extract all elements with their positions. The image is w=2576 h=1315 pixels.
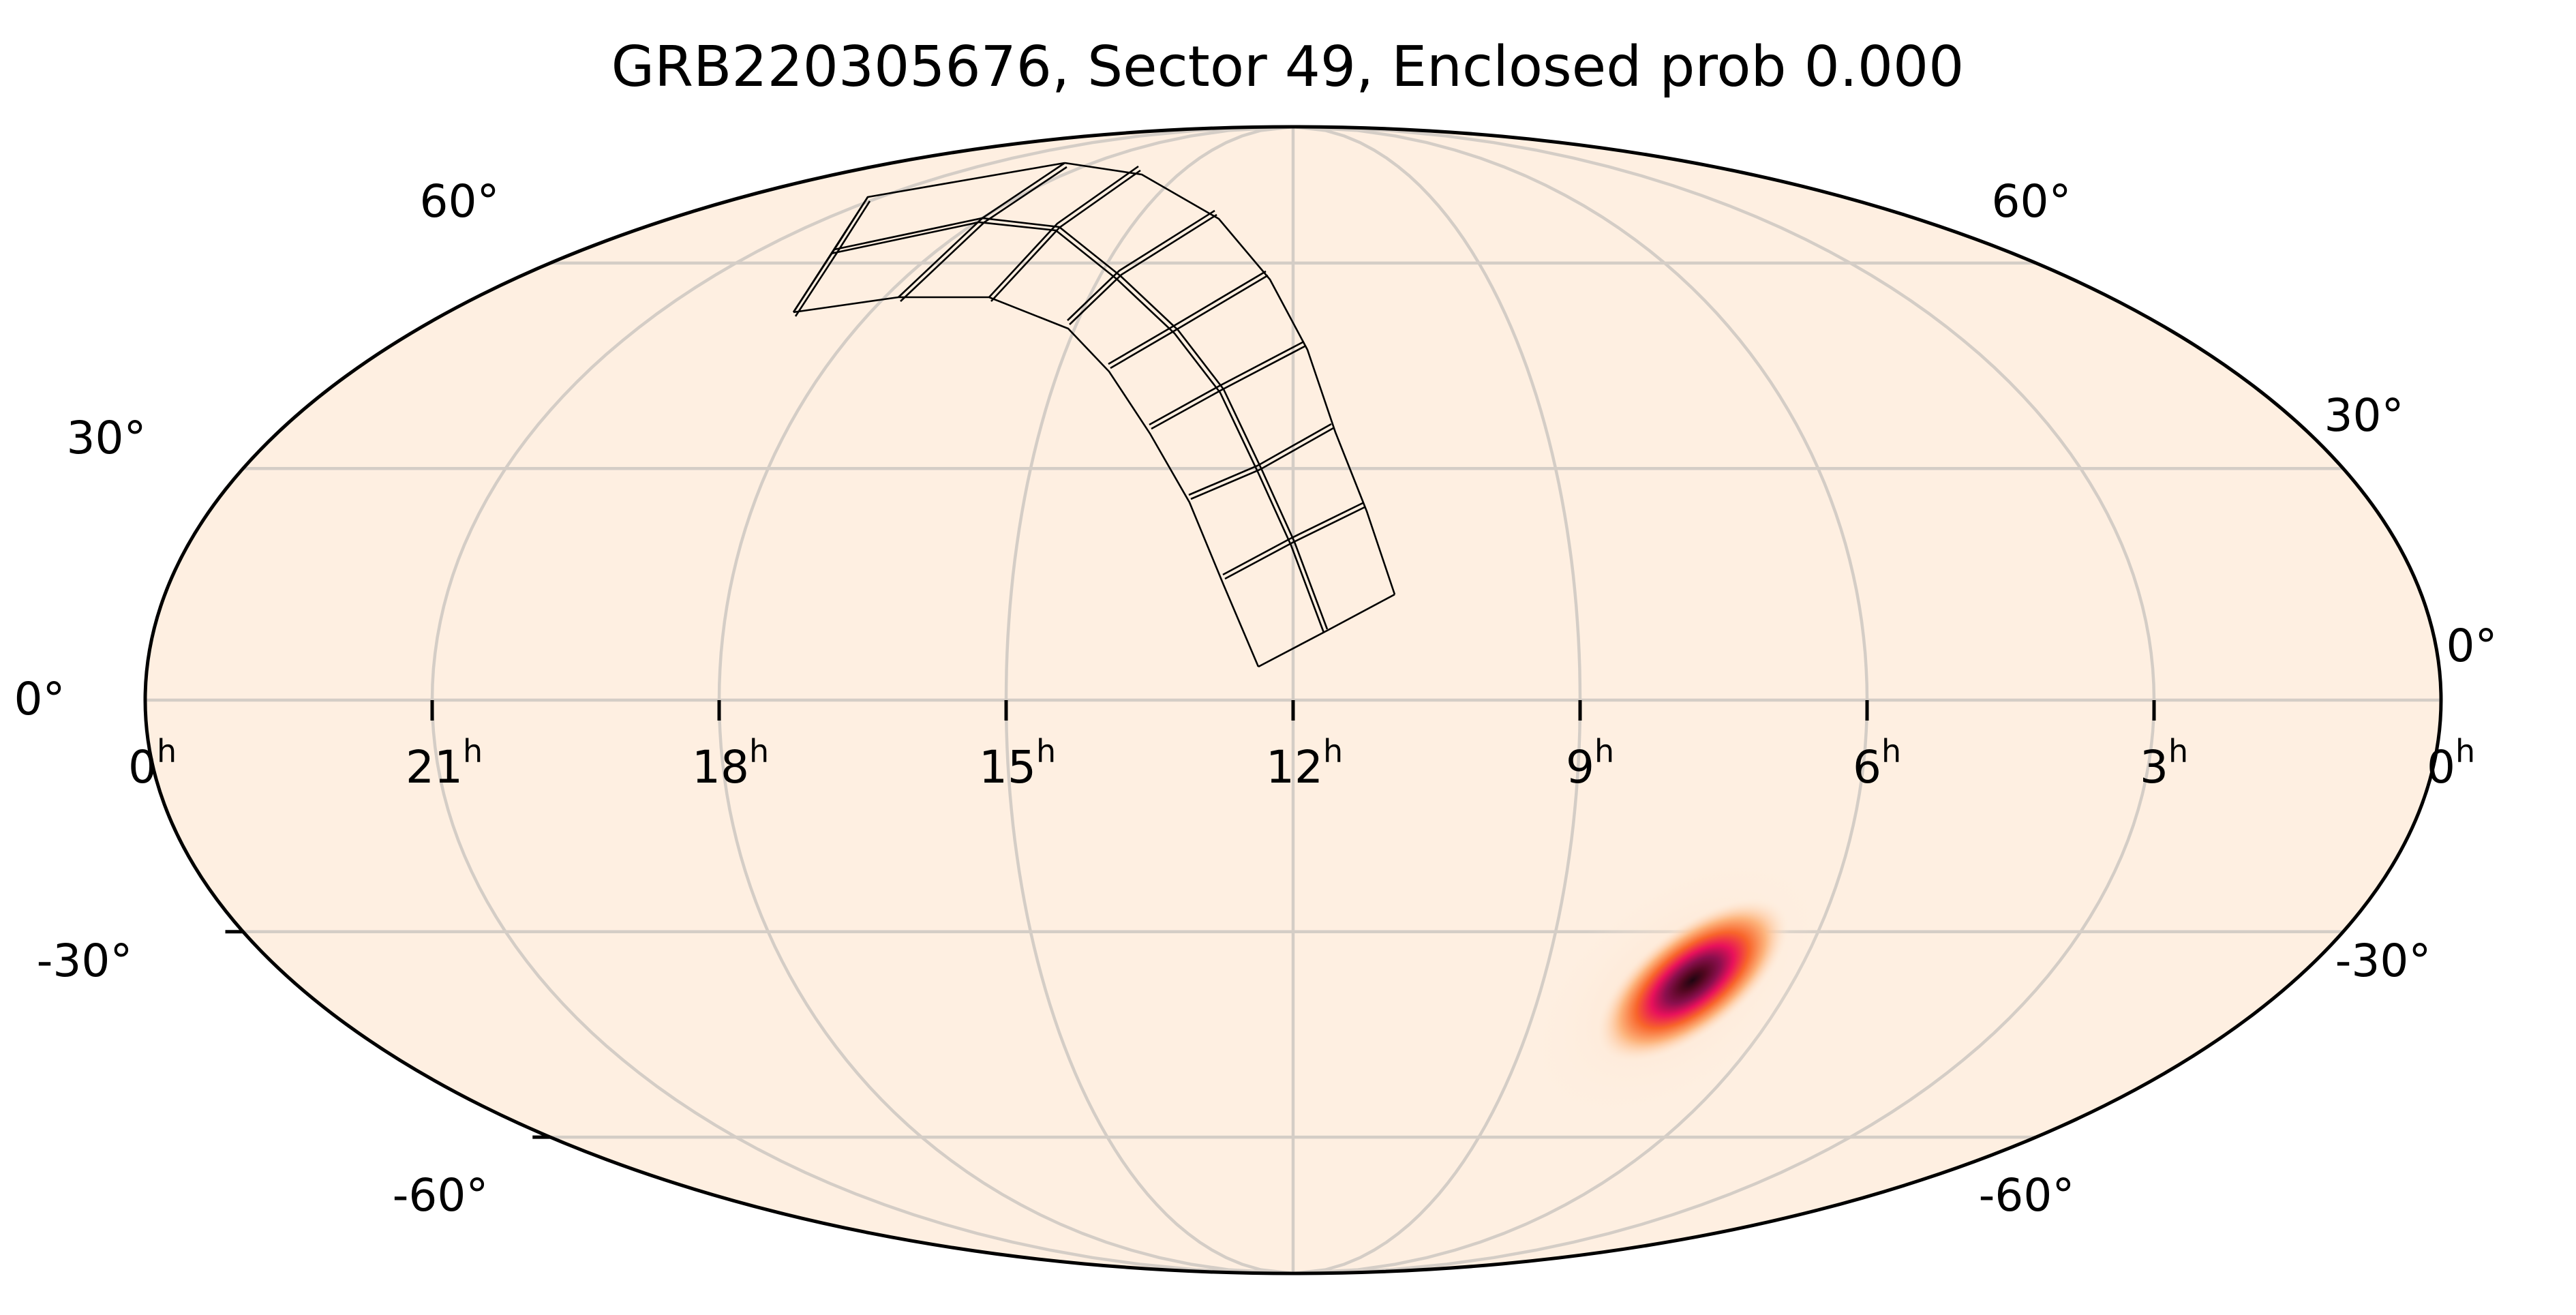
footprint-ccd-boundary xyxy=(1188,423,1332,496)
ra-label: 3h xyxy=(2140,733,2188,793)
ra-label-unit: h xyxy=(463,733,483,770)
dec-label-right: -30° xyxy=(2335,935,2431,987)
ra-label-unit: h xyxy=(1594,733,1614,770)
footprint-ccd-boundary xyxy=(1069,213,1217,325)
ra-label-unit: h xyxy=(2455,733,2475,770)
footprint-ccd-boundary xyxy=(898,162,1065,298)
footprint-center-seam xyxy=(834,217,1329,630)
dec-tick-labels: 60° 30° 0° -30° -60° 60° 30° 0° -30° -60° xyxy=(14,175,2498,1222)
footprint-outer-edge xyxy=(1064,162,1396,595)
tess-footprint xyxy=(792,162,1396,668)
ra-label-number: 6 xyxy=(1853,741,1881,793)
dec-label-right: 60° xyxy=(1992,175,2072,228)
ra-label-unit: h xyxy=(157,733,177,770)
probability-blob xyxy=(1524,853,1830,1124)
ra-label-unit: h xyxy=(2168,733,2188,770)
dec-label-left: -30° xyxy=(37,935,133,987)
ra-label-unit: h xyxy=(1881,733,1901,770)
ra-label-unit: h xyxy=(1323,733,1343,770)
ra-label-number: 3 xyxy=(2140,741,2168,793)
footprint-ccd-boundary xyxy=(1224,506,1365,580)
dec-label-right: 0° xyxy=(2446,620,2498,672)
footprint-center-seam xyxy=(830,221,1325,633)
dec-label-right: 30° xyxy=(2324,389,2404,442)
footprint-ccd-boundary xyxy=(988,165,1139,298)
ra-label: 0h xyxy=(2427,733,2475,793)
footprint-ccd-boundary xyxy=(900,166,1067,302)
ra-label: 12h xyxy=(1266,733,1343,793)
footprint-ccd-boundary xyxy=(794,200,871,317)
dec-label-left: 0° xyxy=(14,673,65,725)
footprint-ccd-boundary xyxy=(1149,340,1305,426)
ra-label: 21h xyxy=(406,733,483,793)
ra-label-number: 9 xyxy=(1566,741,1594,793)
probability-peak xyxy=(1595,897,1790,1063)
chart-title: GRB220305676, Sector 49, Enclosed prob 0… xyxy=(611,35,1965,100)
ra-tick-labels: 0h 21h 18h 15h 12h 9h 6h 3h 0h xyxy=(128,733,2475,793)
dec-label-left: 60° xyxy=(420,175,500,228)
footprint-ccd-boundary xyxy=(990,169,1141,302)
dec-label-right: -60° xyxy=(1979,1169,2075,1222)
axis-ticks xyxy=(225,700,2156,1139)
footprint-ccd-boundary xyxy=(1190,427,1334,500)
ra-label-number: 18 xyxy=(692,741,749,793)
ra-label: 15h xyxy=(979,733,1056,793)
footprint-inner-edge xyxy=(793,296,1260,667)
dec-label-left: 30° xyxy=(67,412,147,464)
ra-label: 6h xyxy=(1853,733,1901,793)
footprint-ccd-boundary xyxy=(1151,344,1307,430)
ra-label: 0h xyxy=(128,733,177,793)
footprint-ccd-boundary xyxy=(1110,274,1269,369)
map-frame xyxy=(143,125,2443,1275)
ra-label-number: 0 xyxy=(128,741,157,793)
footprint-ccd-boundary xyxy=(1067,209,1215,321)
ra-label-number: 12 xyxy=(1266,741,1323,793)
footprint-bottom-edge xyxy=(1258,593,1395,668)
footprint-ccd-boundary xyxy=(792,196,869,313)
ra-label-unit: h xyxy=(1036,733,1056,770)
footprint-ccd-boundary xyxy=(1108,270,1267,365)
footprint-ccd-boundary xyxy=(1222,502,1363,576)
ra-label-unit: h xyxy=(749,733,769,770)
dec-label-left: -60° xyxy=(393,1169,489,1222)
ra-label-number: 21 xyxy=(406,741,463,793)
ra-label: 18h xyxy=(692,733,769,793)
ra-label-number: 0 xyxy=(2427,741,2455,793)
ra-label-number: 15 xyxy=(979,741,1036,793)
ra-label: 9h xyxy=(1566,733,1614,793)
